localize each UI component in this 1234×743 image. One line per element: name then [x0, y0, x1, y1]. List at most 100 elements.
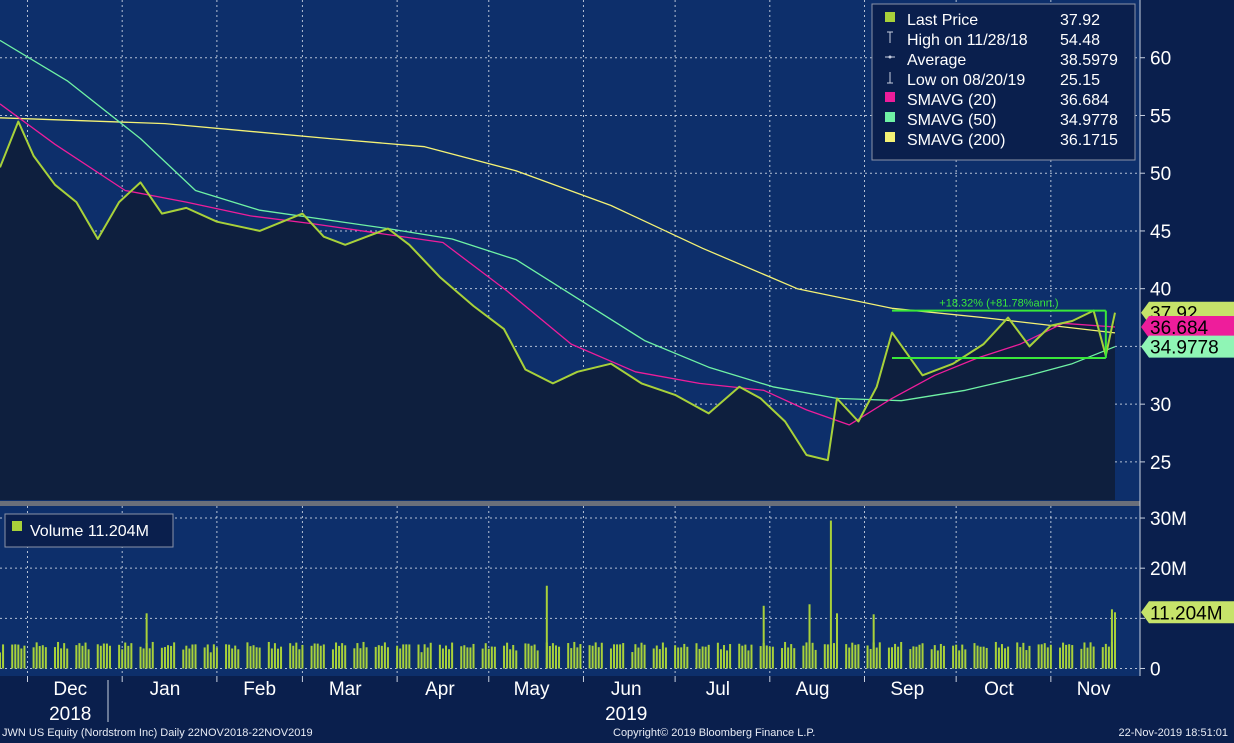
- legend-item: SMAVG (200) 36.1715: [885, 132, 1118, 149]
- volume-bar: [536, 650, 539, 669]
- volume-bar: [338, 645, 341, 669]
- price-tick-label: 45: [1150, 222, 1171, 243]
- volume-bar: [469, 647, 472, 669]
- volume-bar: [44, 647, 47, 669]
- volume-bar: [66, 648, 69, 669]
- volume-bar: [487, 648, 490, 669]
- volume-bar: [1019, 647, 1022, 669]
- volume-bar: [23, 645, 26, 669]
- volume-bar: [509, 649, 512, 669]
- volume-bar: [848, 647, 851, 669]
- volume-value-tag: 11.204M: [1141, 601, 1234, 624]
- volume-bar: [182, 649, 185, 669]
- volume-bar: [524, 643, 527, 669]
- volume-bar: [1086, 647, 1089, 669]
- volume-bar: [716, 642, 719, 669]
- panel-divider[interactable]: [0, 501, 1140, 506]
- legend-label: SMAVG (200): [907, 132, 1005, 149]
- volume-bar: [142, 648, 145, 669]
- axes: 2530354045505560020M30MDecJanFebMarAprMa…: [26, 49, 1187, 725]
- volume-bar: [139, 646, 142, 669]
- month-label: Jul: [706, 679, 730, 700]
- volume-bar: [750, 644, 753, 669]
- volume-bar: [936, 650, 939, 669]
- volume-bar: [558, 646, 561, 669]
- volume-bar: [359, 648, 362, 669]
- legend-value: 54.48: [1060, 32, 1100, 49]
- volume-bar: [2, 644, 5, 669]
- volume-bar: [105, 643, 108, 669]
- volume-bar: [206, 644, 209, 669]
- volume-bar: [744, 644, 747, 669]
- volume-bar: [365, 647, 368, 669]
- volume-bar: [1101, 647, 1104, 669]
- volume-bar: [530, 645, 533, 669]
- month-label: Nov: [1077, 679, 1111, 700]
- legend-swatch-icon: [885, 12, 895, 22]
- volume-bar: [267, 641, 270, 669]
- volume-bar: [930, 649, 933, 669]
- annotation-label: +18.32% (+81.78%ann.): [939, 298, 1058, 310]
- volume-bar: [1104, 643, 1107, 669]
- volume-bar: [784, 641, 787, 669]
- volume-bar: [341, 643, 344, 669]
- volume-bar: [921, 643, 924, 669]
- volume-bar: [20, 648, 23, 669]
- volume-bar: [383, 642, 386, 669]
- volume-bar: [356, 643, 359, 669]
- volume-bar: [209, 652, 212, 669]
- volume-bar: [878, 642, 881, 669]
- volume-bar: [802, 645, 805, 669]
- volume-bar: [704, 646, 707, 669]
- volume-bar: [576, 647, 579, 669]
- volume-bar: [1089, 642, 1092, 669]
- volume-bar: [637, 647, 640, 669]
- legend-label: SMAVG (50): [907, 112, 997, 129]
- volume-bar: [353, 648, 356, 669]
- volume-bar: [747, 650, 750, 669]
- volume-spike-bar: [145, 613, 148, 669]
- volume-bar: [866, 645, 869, 669]
- volume-bar: [231, 648, 234, 669]
- volume-bar: [451, 642, 454, 669]
- legend-item: SMAVG (20) 36.684: [885, 92, 1109, 109]
- legend-swatch-icon: [885, 132, 895, 142]
- legend-swatch-icon: [885, 92, 895, 102]
- volume-bar: [11, 644, 14, 669]
- volume-bar: [695, 643, 698, 669]
- volume-bar: [396, 645, 399, 669]
- volume-bar: [515, 650, 518, 669]
- volume-bar: [622, 643, 625, 669]
- volume-bar: [344, 645, 347, 669]
- legend-value: 36.1715: [1060, 132, 1118, 149]
- volume-bar: [118, 644, 121, 669]
- volume-bar: [982, 646, 985, 669]
- volume-bar: [570, 648, 573, 669]
- legend-label: High on 11/28/18: [907, 32, 1028, 49]
- volume-bar: [167, 645, 170, 669]
- month-label: Mar: [329, 679, 362, 700]
- year-label: 2019: [605, 704, 647, 725]
- volume-bar: [976, 645, 979, 669]
- volume-bar: [912, 646, 915, 669]
- volume-spike-bar: [836, 613, 839, 669]
- volume-bar: [683, 643, 686, 669]
- volume-bar: [280, 646, 283, 669]
- volume-bar: [1080, 648, 1083, 669]
- volume-bar: [270, 648, 273, 669]
- volume-legend-box: [4, 513, 174, 548]
- legend: Last Price 37.92 High on 11/28/18 54.48 Aver…: [871, 3, 1136, 161]
- volume-bar: [298, 649, 301, 669]
- volume-bar: [664, 647, 667, 669]
- volume-bars: Volume 11.204M: [0, 513, 1116, 669]
- volume-spike-bar: [808, 604, 811, 669]
- volume-bar: [310, 645, 313, 669]
- volume-tick-label: 20M: [1150, 559, 1187, 580]
- volume-bar: [362, 641, 365, 669]
- volume-bar: [994, 641, 997, 669]
- volume-bar: [1022, 642, 1025, 669]
- volume-bar: [258, 647, 261, 669]
- volume-bar: [726, 650, 729, 669]
- volume-bar: [875, 647, 878, 669]
- volume-bar: [768, 646, 771, 669]
